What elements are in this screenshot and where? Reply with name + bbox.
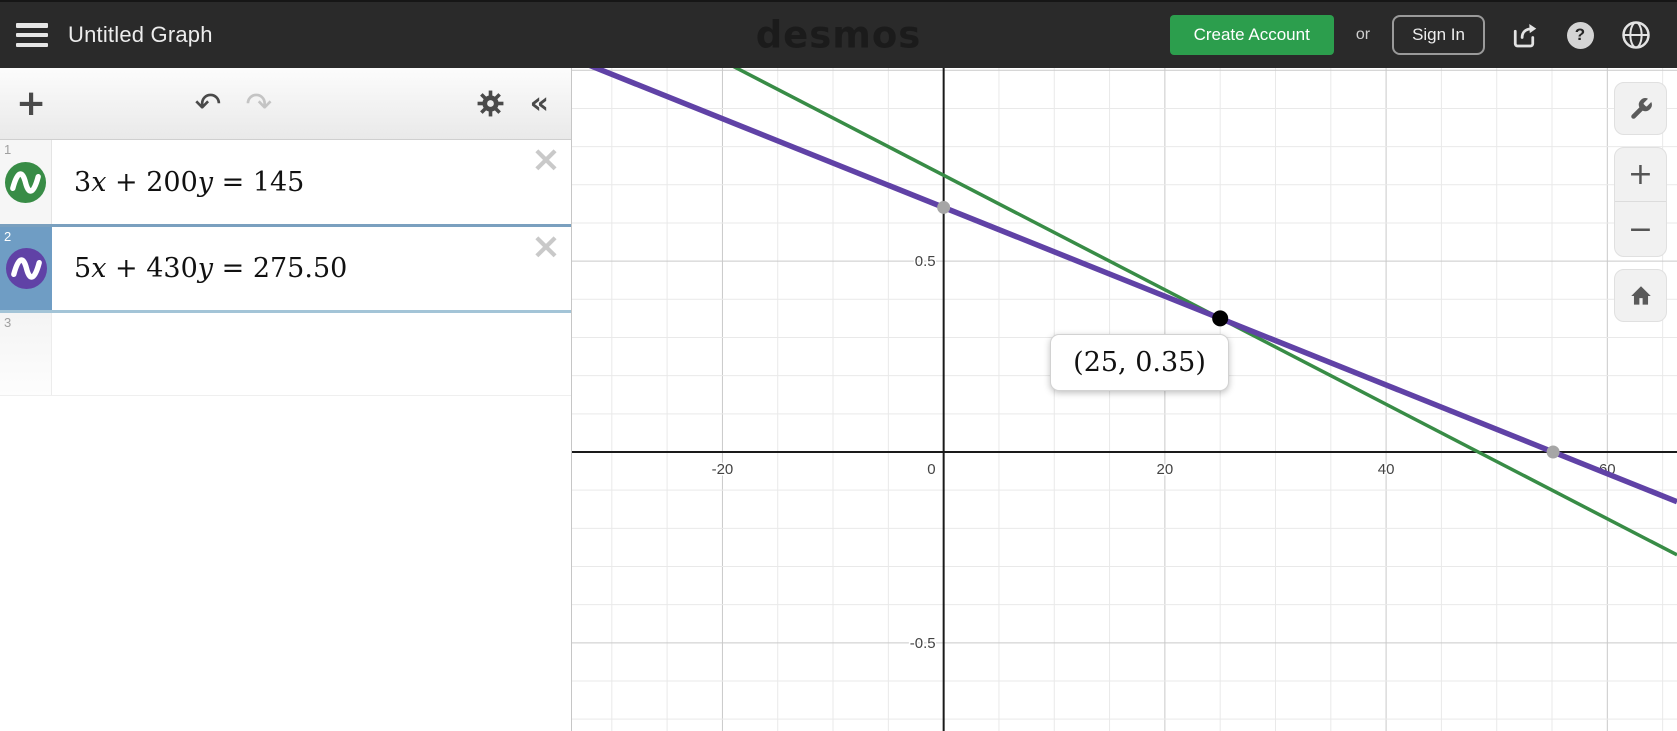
create-account-button[interactable]: Create Account [1169, 15, 1334, 55]
expression-row-1[interactable]: 1 3x + 200y = 145 × [0, 140, 571, 224]
home-icon[interactable] [1614, 269, 1667, 322]
add-expression-button[interactable]: + [16, 83, 47, 124]
graph-canvas[interactable]: -20 0 20 40 600.5-0.5 [572, 68, 1677, 731]
y-intercept-point[interactable] [937, 200, 951, 214]
close-icon[interactable]: × [530, 226, 561, 267]
x-tick-label: 0 [927, 461, 935, 478]
expression-math-1: 3x + 200y = 145 [74, 166, 305, 198]
expression-panel: + ↶ ↷ [0, 68, 572, 731]
point-tooltip: (25, 0.35) [1050, 334, 1229, 392]
help-icon[interactable]: ? [1563, 18, 1597, 52]
desmos-logo: desmos [755, 13, 922, 57]
x-tick-label: 40 [1378, 461, 1395, 478]
expression-row-3[interactable]: 3 [0, 313, 571, 396]
graph-line[interactable] [572, 68, 1677, 505]
menu-icon[interactable] [16, 23, 48, 47]
wrench-icon[interactable] [1614, 82, 1667, 135]
x-intercept-point[interactable] [1546, 445, 1560, 459]
or-label: or [1355, 26, 1371, 43]
undo-button[interactable]: ↶ [194, 84, 222, 123]
expression-math-2: 5x + 430y = 275.50 [74, 253, 348, 284]
expression-gutter-2: 2 [0, 227, 52, 310]
graph-line[interactable] [572, 68, 1677, 557]
graph-area: -20 0 20 40 60 0.5 -0.5 (25, 0.35) + − [572, 68, 1677, 731]
x-tick-label: -20 [712, 461, 734, 478]
hide-curve-icon-green[interactable] [4, 161, 47, 204]
expression-toolbar: + ↶ ↷ [0, 68, 571, 140]
expression-input-2[interactable]: 5x + 430y = 275.50 × [52, 227, 571, 310]
intersection-point[interactable] [1212, 310, 1229, 327]
top-bar: Untitled Graph desmos Create Account or … [0, 0, 1677, 68]
expression-input-1[interactable]: 3x + 200y = 145 × [52, 140, 571, 224]
expression-row-2[interactable]: 2 5x + 430y = 275.50 × [0, 224, 571, 313]
hide-curve-icon-purple[interactable] [5, 247, 48, 290]
gear-icon[interactable] [477, 90, 504, 117]
globe-icon[interactable] [1619, 18, 1653, 52]
expression-input-3[interactable] [52, 313, 571, 395]
share-icon[interactable] [1507, 18, 1541, 52]
zoom-controls: + − [1614, 147, 1667, 257]
expression-gutter-3: 3 [0, 313, 52, 395]
sign-in-button[interactable]: Sign In [1392, 15, 1485, 55]
row-number: 3 [4, 315, 12, 330]
y-tick-label: -0.5 [910, 635, 936, 652]
close-icon[interactable]: × [530, 139, 561, 180]
row-number: 1 [4, 142, 12, 157]
row-number: 2 [4, 229, 12, 244]
zoom-out-button[interactable]: − [1627, 211, 1654, 247]
zoom-in-button[interactable]: + [1615, 148, 1666, 202]
x-tick-label: 20 [1157, 461, 1174, 478]
account-controls: Create Account or Sign In ? [1169, 15, 1653, 55]
collapse-panel-button[interactable]: « [529, 86, 549, 121]
expression-gutter-1: 1 [0, 140, 52, 224]
redo-button[interactable]: ↷ [245, 84, 273, 123]
graph-controls: + − [1614, 82, 1667, 322]
graph-title[interactable]: Untitled Graph [68, 22, 213, 47]
y-tick-label: 0.5 [915, 253, 936, 270]
